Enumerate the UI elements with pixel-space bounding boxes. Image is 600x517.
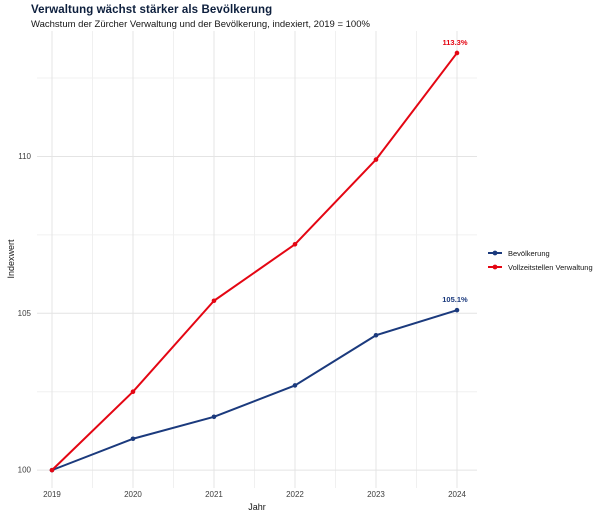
data-point <box>211 298 217 304</box>
x-axis-title: Jahr <box>248 502 266 512</box>
x-tick-label: 2021 <box>205 490 223 499</box>
y-tick-label: 110 <box>18 152 31 161</box>
x-tick-label: 2023 <box>367 490 385 499</box>
data-point <box>454 307 460 313</box>
legend-item-vollzeitstellen: Vollzeitstellen Verwaltung <box>487 260 593 274</box>
legend-label-bevoelkerung: Bevölkerung <box>508 248 550 258</box>
y-axis-title: Indexwert <box>6 239 16 279</box>
data-point <box>373 332 379 338</box>
x-tick-label: 2024 <box>448 490 466 499</box>
series-end-label: 105.1% <box>442 295 468 304</box>
chart-subtitle: Wachstum der Zürcher Verwaltung und der … <box>31 19 370 30</box>
series-end-label: 113.3% <box>442 38 467 47</box>
data-point <box>454 50 460 56</box>
data-point <box>373 157 379 162</box>
legend-label-vollzeitstellen: Vollzeitstellen Verwaltung <box>508 262 593 272</box>
x-tick-label: 2022 <box>286 490 304 499</box>
y-tick-label: 100 <box>18 466 32 475</box>
y-tick-label: 105 <box>18 309 32 318</box>
data-point <box>130 436 136 442</box>
data-point <box>211 414 217 420</box>
data-point <box>292 383 298 388</box>
data-point <box>130 389 136 395</box>
legend-item-bevoelkerung: Bevölkerung <box>487 246 593 260</box>
x-tick-label: 2019 <box>43 490 61 499</box>
line-point-key-icon <box>488 250 502 256</box>
series-line-1 <box>50 51 458 472</box>
x-tick-label: 2020 <box>124 490 142 499</box>
series-line-0 <box>50 309 458 472</box>
data-point <box>49 467 55 473</box>
chart-title: Verwaltung wächst stärker als Bevölkerun… <box>31 4 273 16</box>
line-point-key-icon <box>488 264 502 270</box>
legend: Bevölkerung Vollzeitstellen Verwaltung <box>487 246 593 274</box>
data-point <box>292 241 298 247</box>
